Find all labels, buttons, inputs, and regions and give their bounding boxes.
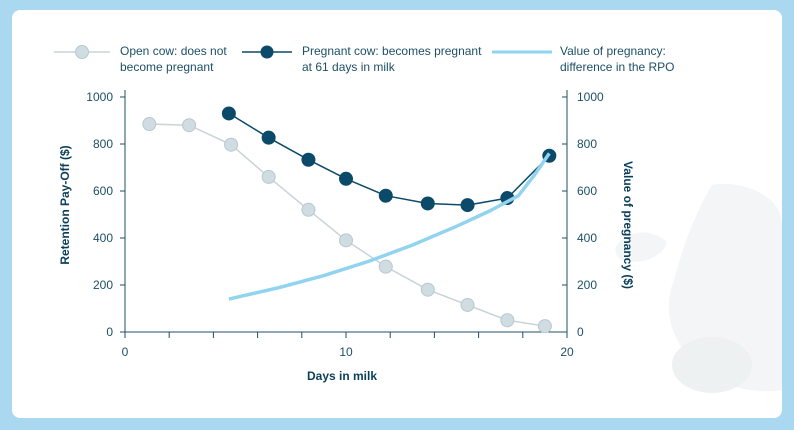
y-right-tick-label: 800 — [577, 137, 597, 151]
y-axis-right-title: Value of pregnancy ($) — [621, 161, 635, 289]
x-tick-label: 10 — [339, 345, 353, 359]
plot-area — [142, 106, 557, 334]
legend-label-pregnant: Pregnant cow: becomes pregnant at 61 day… — [302, 44, 485, 74]
y-left-tick-label: 200 — [93, 278, 113, 292]
data-point-pregnant — [301, 152, 316, 167]
legend-label-pregnant-line-2: at 61 days in milk — [302, 60, 396, 74]
data-point-open — [420, 282, 435, 297]
data-point-pregnant — [420, 196, 435, 211]
legend-item-open: Open cow: does not become pregnant — [54, 44, 230, 74]
y-right-tick-label: 600 — [577, 184, 597, 198]
data-point-open — [378, 259, 393, 274]
legend-label-value-line-1: Value of pregnancy: — [560, 44, 666, 58]
legend-label-value: Value of pregnancy: difference in the RP… — [560, 44, 675, 74]
data-point-open — [460, 297, 475, 312]
x-axis-title: Days in milk — [307, 369, 377, 383]
data-point-open — [339, 233, 353, 248]
data-point-pregnant — [378, 188, 393, 203]
legend-label-open-line-2: become pregnant — [120, 60, 214, 74]
legend-label-pregnant-line-1: Pregnant cow: becomes pregnant — [302, 44, 482, 58]
x-tick-label: 0 — [122, 345, 129, 359]
x-tick-label: 20 — [560, 345, 574, 359]
data-point-pregnant — [221, 106, 236, 121]
legend-label-open: Open cow: does not become pregnant — [120, 44, 230, 74]
y-right-tick-label: 400 — [577, 231, 597, 245]
data-point-open — [224, 137, 239, 152]
series-line-open — [149, 123, 546, 327]
y-left-tick-label: 0 — [106, 325, 113, 339]
y-right-tick-label: 0 — [577, 325, 584, 339]
data-point-open — [301, 202, 316, 217]
legend: Open cow: does not become pregnant Pregn… — [54, 44, 675, 74]
y-left-tick-label: 800 — [93, 137, 113, 151]
series-line-value — [228, 152, 551, 301]
y-left-tick-label: 400 — [93, 231, 113, 245]
data-point-pregnant — [460, 198, 475, 213]
y-left-tick-label: 1000 — [86, 90, 113, 104]
data-point-open — [537, 319, 552, 334]
data-point-pregnant — [339, 171, 353, 186]
legend-label-value-line-2: difference in the RPO — [560, 60, 675, 74]
data-point-open — [261, 169, 276, 184]
legend-item-pregnant: Pregnant cow: becomes pregnant at 61 day… — [242, 44, 485, 74]
data-point-open — [182, 118, 197, 133]
cow-watermark-icon — [615, 184, 782, 393]
data-point-pregnant — [261, 130, 276, 145]
y-left-tick-label: 600 — [93, 184, 113, 198]
data-point-open — [142, 117, 157, 132]
y-right-tick-label: 200 — [577, 278, 597, 292]
y-right-tick-label: 1000 — [577, 90, 604, 104]
data-point-open — [500, 313, 515, 328]
legend-label-open-line-1: Open cow: does not — [120, 44, 227, 58]
chart-svg: Open cow: does not become pregnant Pregn… — [54, 44, 782, 393]
legend-item-value: Value of pregnancy: difference in the RP… — [492, 44, 675, 74]
chart-card: Open cow: does not become pregnant Pregn… — [12, 10, 782, 418]
y-axis-left-title: Retention Pay-Off ($) — [58, 145, 72, 264]
